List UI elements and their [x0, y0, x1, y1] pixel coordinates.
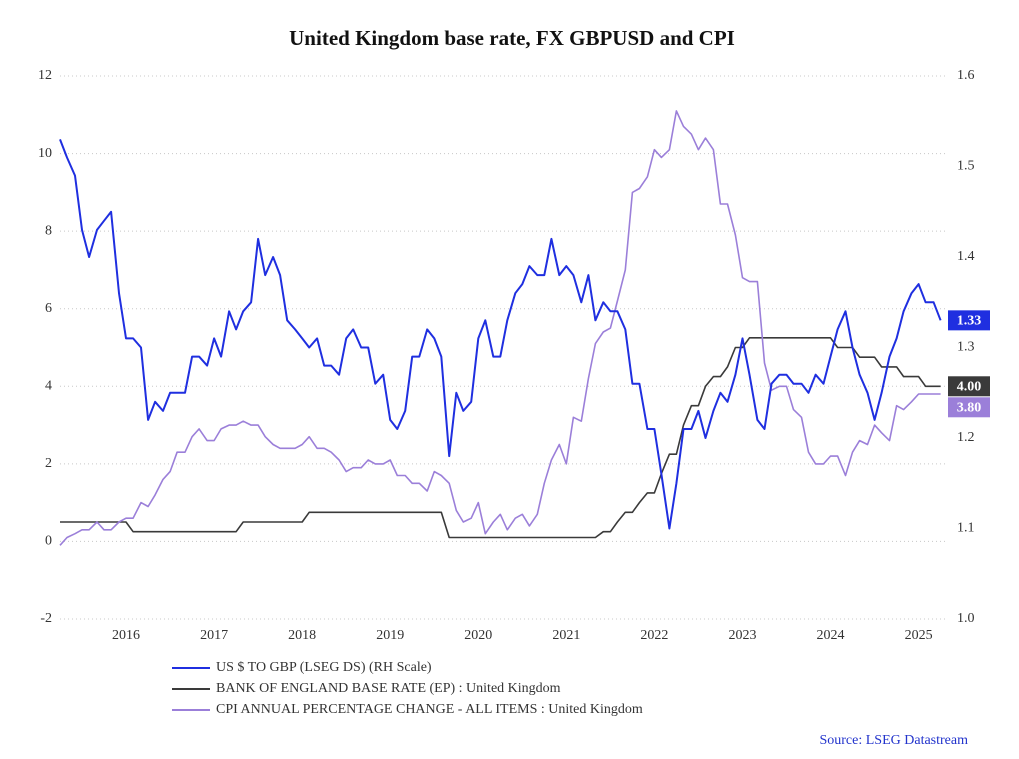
x-tick-label: 2020	[464, 628, 492, 643]
end-label: 1.33	[957, 314, 982, 329]
y2-tick-label: 1.3	[957, 340, 975, 355]
x-tick-label: 2018	[288, 628, 316, 643]
x-tick-label: 2023	[728, 628, 756, 643]
y2-tick-label: 1.2	[957, 430, 975, 445]
legend-label: US $ TO GBP (LSEG DS) (RH Scale)	[216, 660, 432, 675]
y2-tick-label: 1.6	[957, 68, 975, 83]
y-tick-label: 6	[45, 301, 52, 316]
end-label: 4.00	[957, 380, 982, 395]
y-tick-label: 2	[45, 456, 52, 471]
series-line	[59, 110, 941, 546]
legend-label: BANK OF ENGLAND BASE RATE (EP) : United …	[216, 681, 561, 696]
y2-tick-label: 1.1	[957, 521, 975, 536]
series-line	[59, 139, 942, 530]
x-tick-label: 2024	[817, 628, 845, 643]
y2-tick-label: 1.0	[957, 611, 975, 626]
y-tick-label: 10	[38, 146, 52, 161]
x-tick-label: 2021	[552, 628, 580, 643]
chart-title: United Kingdom base rate, FX GBPUSD and …	[289, 26, 735, 50]
legend-label: CPI ANNUAL PERCENTAGE CHANGE - ALL ITEMS…	[216, 702, 643, 717]
end-label-box	[948, 310, 990, 331]
end-label-box	[948, 376, 990, 397]
y-tick-label: 0	[45, 534, 52, 549]
y-tick-label: 8	[45, 223, 52, 238]
x-tick-label: 2025	[905, 628, 933, 643]
x-tick-label: 2017	[200, 628, 228, 643]
end-label-box	[948, 397, 990, 418]
source-note: Source: LSEG Datastream	[819, 733, 968, 748]
y2-tick-label: 1.5	[957, 159, 975, 174]
y-tick-label: -2	[40, 611, 52, 626]
y2-tick-label: 1.4	[957, 249, 975, 264]
y-tick-label: 4	[45, 379, 52, 394]
x-tick-label: 2016	[112, 628, 140, 643]
y-tick-label: 12	[38, 68, 52, 83]
end-label: 3.80	[957, 401, 982, 416]
x-tick-label: 2019	[376, 628, 404, 643]
x-tick-label: 2022	[640, 628, 668, 643]
series-line	[60, 337, 941, 539]
